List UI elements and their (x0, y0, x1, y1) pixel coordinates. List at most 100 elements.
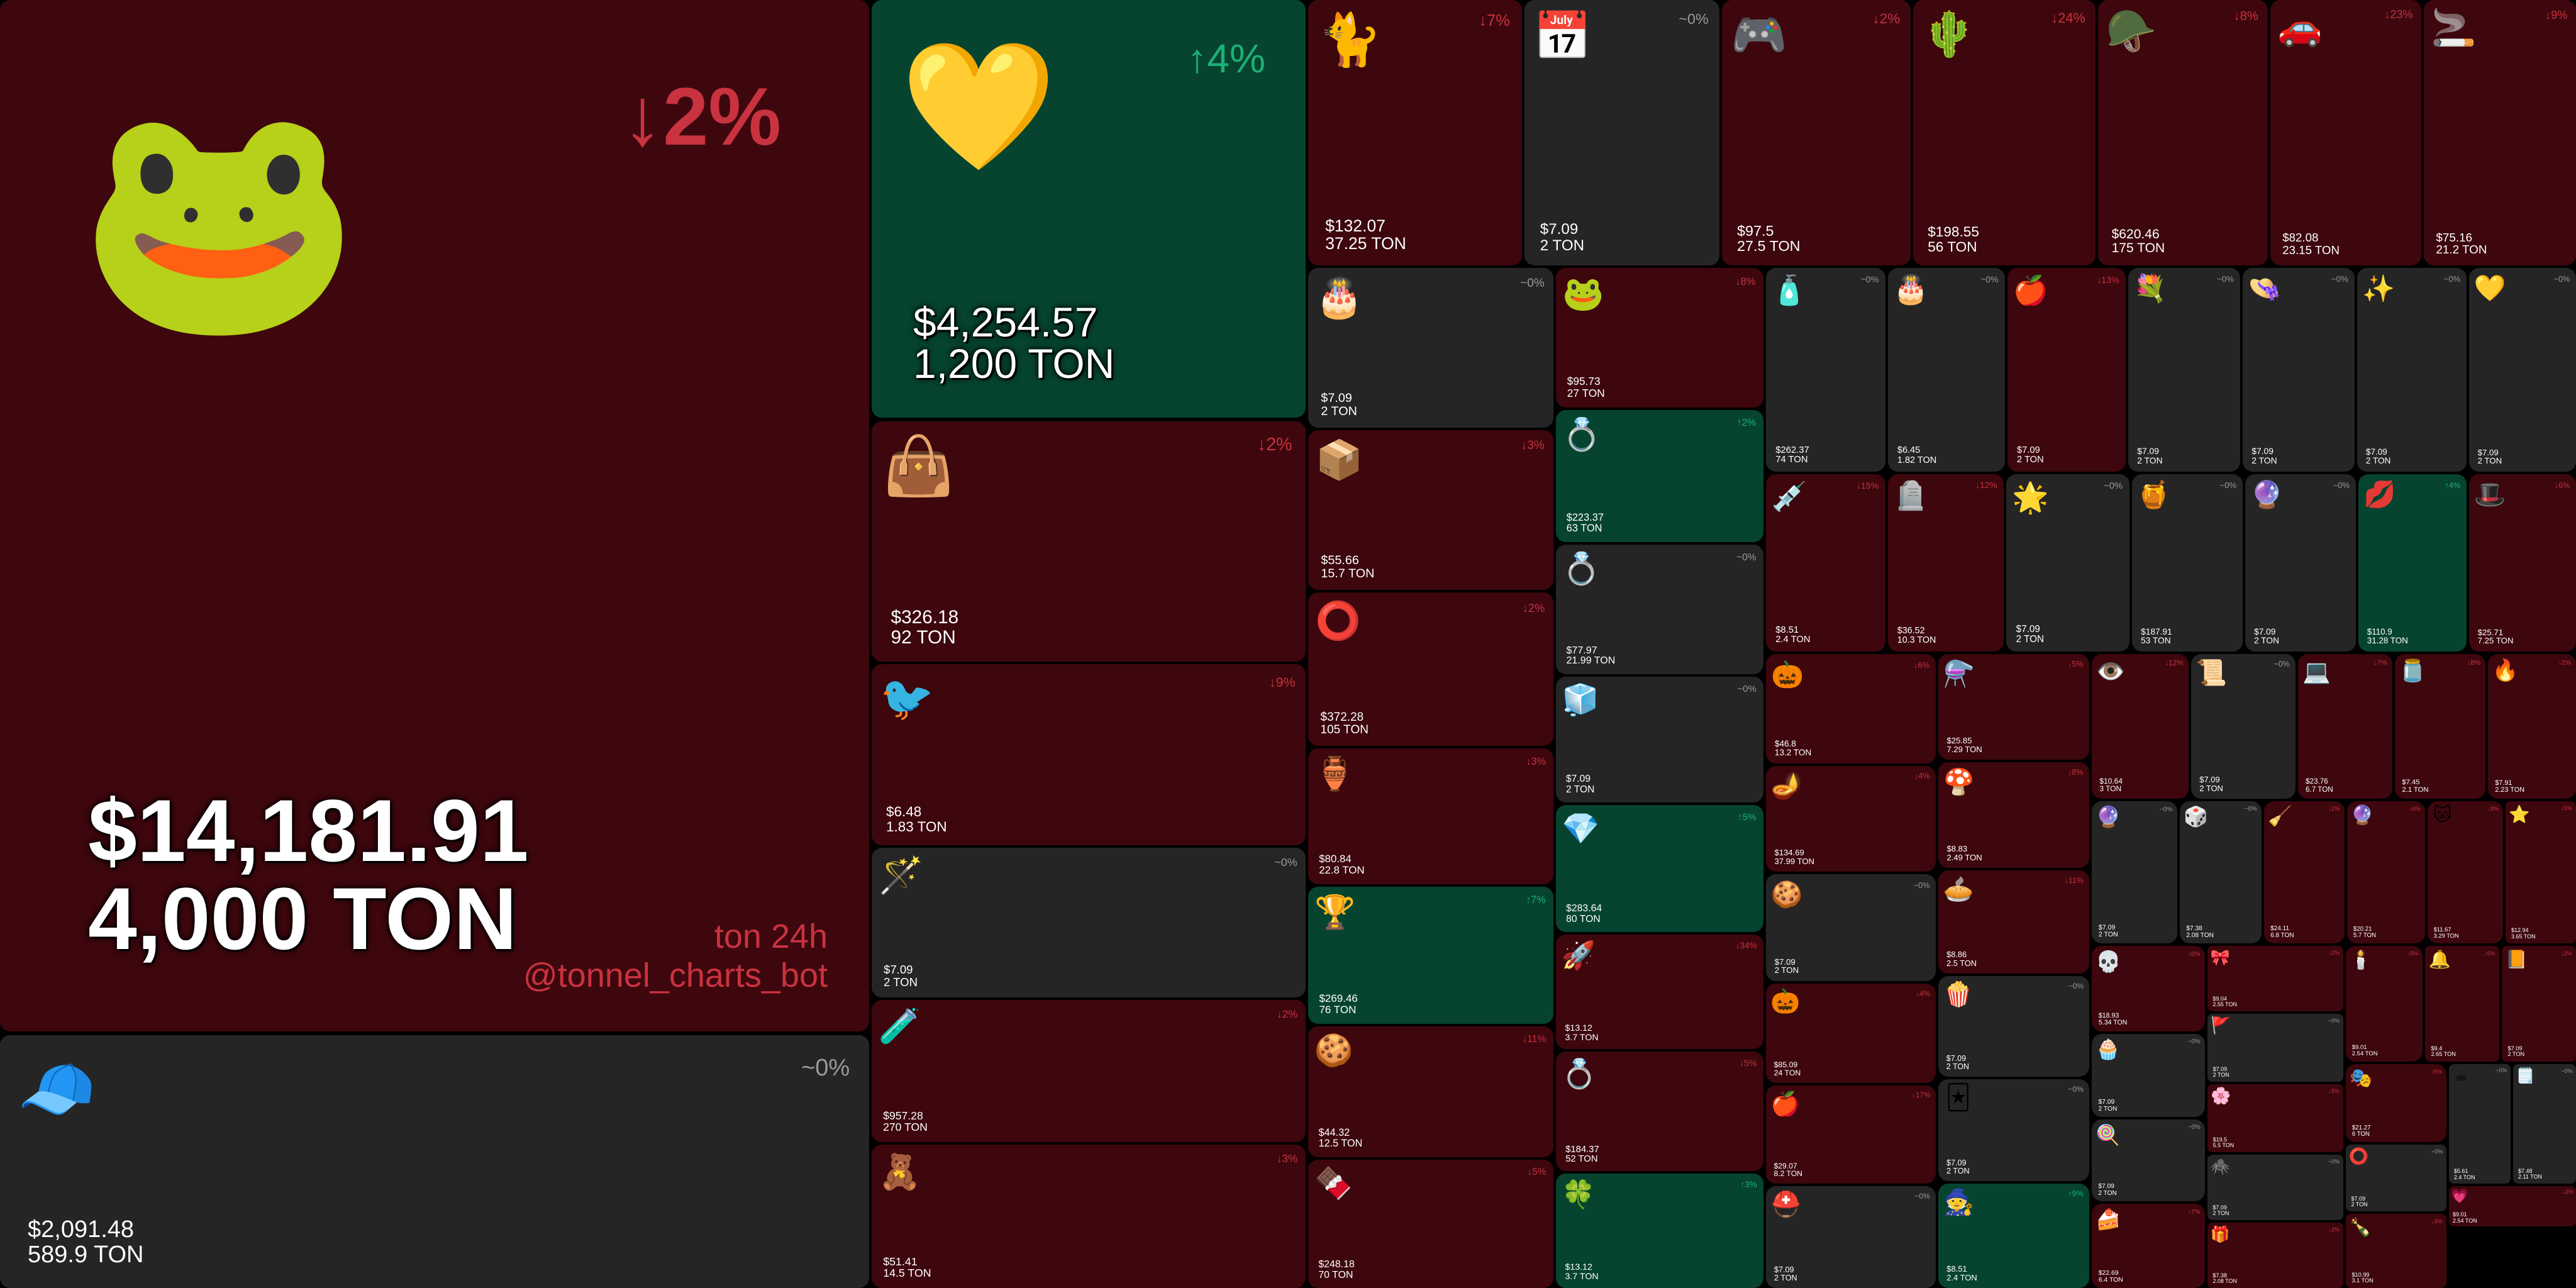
gift-tile[interactable]: ✨ ~0% $7.09 2 TON (2357, 268, 2467, 472)
gift-tile[interactable]: 🐸 ↓8% $95.73 27 TON (1556, 268, 1763, 408)
gift-tile[interactable]: 💋 ↑4% $110.9 31.28 TON (2358, 474, 2467, 652)
gift-tile[interactable]: 🍄 ↓8% $8.83 2.49 TON (1938, 762, 2089, 868)
gift-tile[interactable]: 💍 ↑2% $223.37 63 TON (1556, 410, 1763, 542)
usd-value: $20.21 (2353, 925, 2372, 933)
gift-tile[interactable]: 💀 ↓6% $18.93 5.34 TON (2092, 946, 2205, 1031)
gift-tile[interactable]: ☕ ~0% $5.61 2.4 TON (2449, 1064, 2511, 1184)
gift-tile[interactable]: 🧪 ↓2% $957.28 270 TON (872, 1000, 1306, 1142)
gift-tile[interactable]: 🏆 ↑7% $269.46 76 TON (1308, 887, 1553, 1024)
gift-tile[interactable]: 🧹 ↓2% $24.11 6.8 TON (2264, 801, 2345, 943)
gift-tile[interactable]: 🎭 ↓5% $21.27 6 TON (2346, 1064, 2446, 1142)
gift-tile[interactable]: 📅 ~0% $7.09 2 TON (1524, 0, 1719, 265)
gift-tile[interactable]: 🧢 ~0% $2,091.48 589.9 TON (0, 1035, 869, 1288)
gift-tile[interactable]: 🪖 ↓8% $620.46 175 TON (2098, 0, 2268, 265)
usd-value: $8.51 (1775, 625, 1799, 635)
gift-tile[interactable]: 🐸 ↓2% $14,181.91 4,000 TON (0, 0, 869, 1031)
gift-tile[interactable]: 🐦 ↓9% $6.48 1.83 TON (872, 664, 1306, 845)
gift-tile[interactable]: 🍫 ↓5% $248.18 70 TON (1308, 1160, 1553, 1288)
gift-tile[interactable]: 🔮 ~0% $7.09 2 TON (2092, 801, 2177, 943)
gift-tile[interactable]: 👒 ~0% $7.09 2 TON (2243, 268, 2355, 472)
gift-tile[interactable]: ⚗️ ↓5% $25.85 7.29 TON (1938, 654, 2089, 760)
gift-tile[interactable]: 💛 ~0% $7.09 2 TON (2469, 268, 2576, 472)
gift-tile[interactable]: 🍀 ↑3% $13.12 3.7 TON (1556, 1174, 1763, 1288)
gift-tile[interactable]: 🎂 ~0% $6.45 1.82 TON (1888, 268, 2005, 472)
gift-tile[interactable]: 🧴 ~0% $262.37 74 TON (1766, 268, 1885, 472)
ton-value: 105 TON (1320, 723, 1368, 737)
gift-tile[interactable]: 🍰 ↓7% $22.69 6.4 TON (2092, 1204, 2205, 1288)
gift-tile[interactable]: 🧙 ↑9% $8.51 2.4 TON (1938, 1184, 2089, 1288)
gift-tile[interactable]: 🔥 ↓2% $7.91 2.23 TON (2488, 654, 2576, 799)
change-percent: ↑4% (1187, 36, 1266, 81)
book-icon: 📙 (2505, 950, 2528, 970)
gift-tile[interactable]: 🥧 ↓11% $8.86 2.5 TON (1938, 870, 2089, 974)
gift-tile[interactable]: ⭕ ↓2% $372.28 105 TON (1308, 592, 1553, 746)
bot-handle[interactable]: @tonnel_charts_bot (523, 957, 828, 994)
gift-tile[interactable]: 🧁 ~0% $7.09 2 TON (2092, 1034, 2205, 1117)
gift-tile[interactable]: 🎃 ↓4% $85.09 24 TON (1766, 984, 1936, 1083)
change-percent: ↓9% (1269, 674, 1296, 691)
gift-tile[interactable]: 🚗 ↓23% $82.08 23.15 TON (2270, 0, 2421, 265)
gift-tile[interactable]: 🚀 ↓34% $13.12 3.7 TON (1556, 935, 1763, 1049)
gift-tile[interactable]: 🎂 ~0% $7.09 2 TON (1308, 268, 1553, 428)
usd-value: $11.67 (2433, 926, 2451, 933)
gift-tile[interactable]: 🎀 ↓2% $9.04 2.55 TON (2207, 946, 2343, 1011)
gift-tile[interactable]: 🚩 ~0% $7.09 2 TON (2207, 1014, 2343, 1082)
gift-tile[interactable]: ⛑️ ~0% $7.09 2 TON (1766, 1186, 1936, 1288)
gift-tile[interactable]: 💉 ↓15% $8.51 2.4 TON (1766, 474, 1885, 652)
crow-icon: 🐦 (880, 673, 935, 723)
gift-tile[interactable]: 🍪 ↓11% $44.32 12.5 TON (1308, 1026, 1553, 1157)
gift-tile[interactable]: 🌵 ↓24% $198.55 56 TON (1913, 0, 2096, 265)
gift-tile[interactable]: 🍾 ↓3% $10.99 3.1 TON (2346, 1214, 2446, 1288)
gift-tile[interactable]: ⭕ ~0% $7.09 2 TON (2346, 1145, 2446, 1211)
gift-tile[interactable]: 🕷️ ~0% $7.09 2 TON (2207, 1155, 2343, 1220)
gift-tile[interactable]: 🕯️ ↓5% $9.01 2.54 TON (2346, 946, 2423, 1062)
gift-tile[interactable]: 🍭 ~0% $7.09 2 TON (2092, 1119, 2205, 1201)
usd-value: $10.99 (2351, 1271, 2370, 1278)
gift-tile[interactable]: 💐 ~0% $7.09 2 TON (2128, 268, 2240, 472)
gift-tile[interactable]: 🎲 ~0% $7.38 2.08 TON (2180, 801, 2262, 943)
gift-tile[interactable]: 🃏 ~0% $7.09 2 TON (1938, 1079, 2089, 1181)
ton-value: 5.5 TON (2212, 1141, 2235, 1148)
gift-tile[interactable]: 🍎 ↓17% $29.07 8.2 TON (1766, 1085, 1936, 1184)
gift-tile[interactable]: 🎃 ↓6% $46.8 13.2 TON (1766, 654, 1936, 763)
gift-tile[interactable]: 🍿 ~0% $7.09 2 TON (1938, 976, 2089, 1077)
gift-tile[interactable]: 🪦 ↓12% $36.52 10.3 TON (1888, 474, 2004, 652)
gift-tile[interactable]: 🪄 ~0% $7.09 2 TON (872, 848, 1306, 997)
gift-tile[interactable]: 🏺 ↓3% $80.84 22.8 TON (1308, 748, 1553, 884)
gift-tile[interactable]: 🍯 ~0% $187.91 53 TON (2132, 474, 2243, 652)
gift-tile[interactable]: 🔔 ↓6% $9.4 2.65 TON (2425, 946, 2499, 1062)
gift-tile[interactable]: 👜 ↓2% $326.18 92 TON (872, 421, 1306, 662)
gift-tile[interactable]: 💎 ↑5% $283.64 80 TON (1556, 805, 1763, 932)
gift-tile[interactable]: 💗 ↓2% $9.01 2.54 TON (2449, 1186, 2576, 1226)
gift-tile[interactable]: 🐱 ↓8% $11.67 3.29 TON (2428, 801, 2503, 943)
gift-tile[interactable]: 🧊 ~0% $7.09 2 TON (1556, 677, 1763, 802)
gift-tile[interactable]: 💛 ↑4% $4,254.57 1,200 TON (872, 0, 1306, 418)
gift-tile[interactable]: 🎩 ↓6% $25.71 7.25 TON (2469, 474, 2576, 652)
gift-tile[interactable]: 🔮 ↓6% $20.21 5.7 TON (2347, 801, 2425, 943)
gift-tile[interactable]: 🔮 ~0% $7.09 2 TON (2245, 474, 2356, 652)
gift-tile[interactable]: 💍 ~0% $77.97 21.99 TON (1556, 545, 1763, 674)
gift-tile[interactable]: 📙 ↓2% $7.09 2 TON (2502, 946, 2576, 1062)
gift-tile[interactable]: 🎮 ↓2% $97.5 27.5 TON (1722, 0, 1911, 265)
ton-value: 2 TON (2137, 455, 2163, 466)
gift-tile[interactable]: ⭐ ↓5% $12.94 3.65 TON (2506, 801, 2576, 943)
gift-tile[interactable]: 🧸 ↓3% $51.41 14.5 TON (872, 1145, 1306, 1288)
ton-value: 1.82 TON (1897, 455, 1937, 465)
gift-tile[interactable]: 🍪 ~0% $7.09 2 TON (1766, 874, 1936, 981)
gift-tile[interactable]: 📦 ↓3% $55.66 15.7 TON (1308, 430, 1553, 590)
gift-tile[interactable]: 🌸 ↓5% $19.5 5.5 TON (2207, 1084, 2343, 1152)
usd-value: $2,091.48 (28, 1216, 135, 1243)
gift-tile[interactable]: 🗒️ ~0% $7.48 2.11 TON (2513, 1064, 2576, 1184)
gift-tile[interactable]: 🐈 ↓7% $132.07 37.25 TON (1308, 0, 1522, 265)
gift-tile[interactable]: 🎁 ↓2% $7.38 2.08 TON (2207, 1223, 2343, 1288)
gift-tile[interactable]: 💍 ↓5% $184.37 52 TON (1556, 1052, 1763, 1171)
gift-tile[interactable]: 🪔 ↓4% $134.69 37.99 TON (1766, 766, 1936, 872)
gift-tile[interactable]: 🚬 ↓9% $75.16 21.2 TON (2424, 0, 2576, 265)
change-percent: ~0% (2333, 480, 2350, 490)
gift-tile[interactable]: 🫙 ↓8% $7.45 2.1 TON (2395, 654, 2485, 799)
gift-tile[interactable]: 👁️ ↓12% $10.64 3 TON (2092, 654, 2189, 799)
gift-tile[interactable]: 🍎 ↓13% $7.09 2 TON (2007, 268, 2126, 472)
gift-tile[interactable]: 📜 ~0% $7.09 2 TON (2191, 654, 2296, 799)
gift-tile[interactable]: 💻 ↓7% $23.76 6.7 TON (2298, 654, 2392, 799)
gift-tile[interactable]: 🌟 ~0% $7.09 2 TON (2006, 474, 2129, 652)
